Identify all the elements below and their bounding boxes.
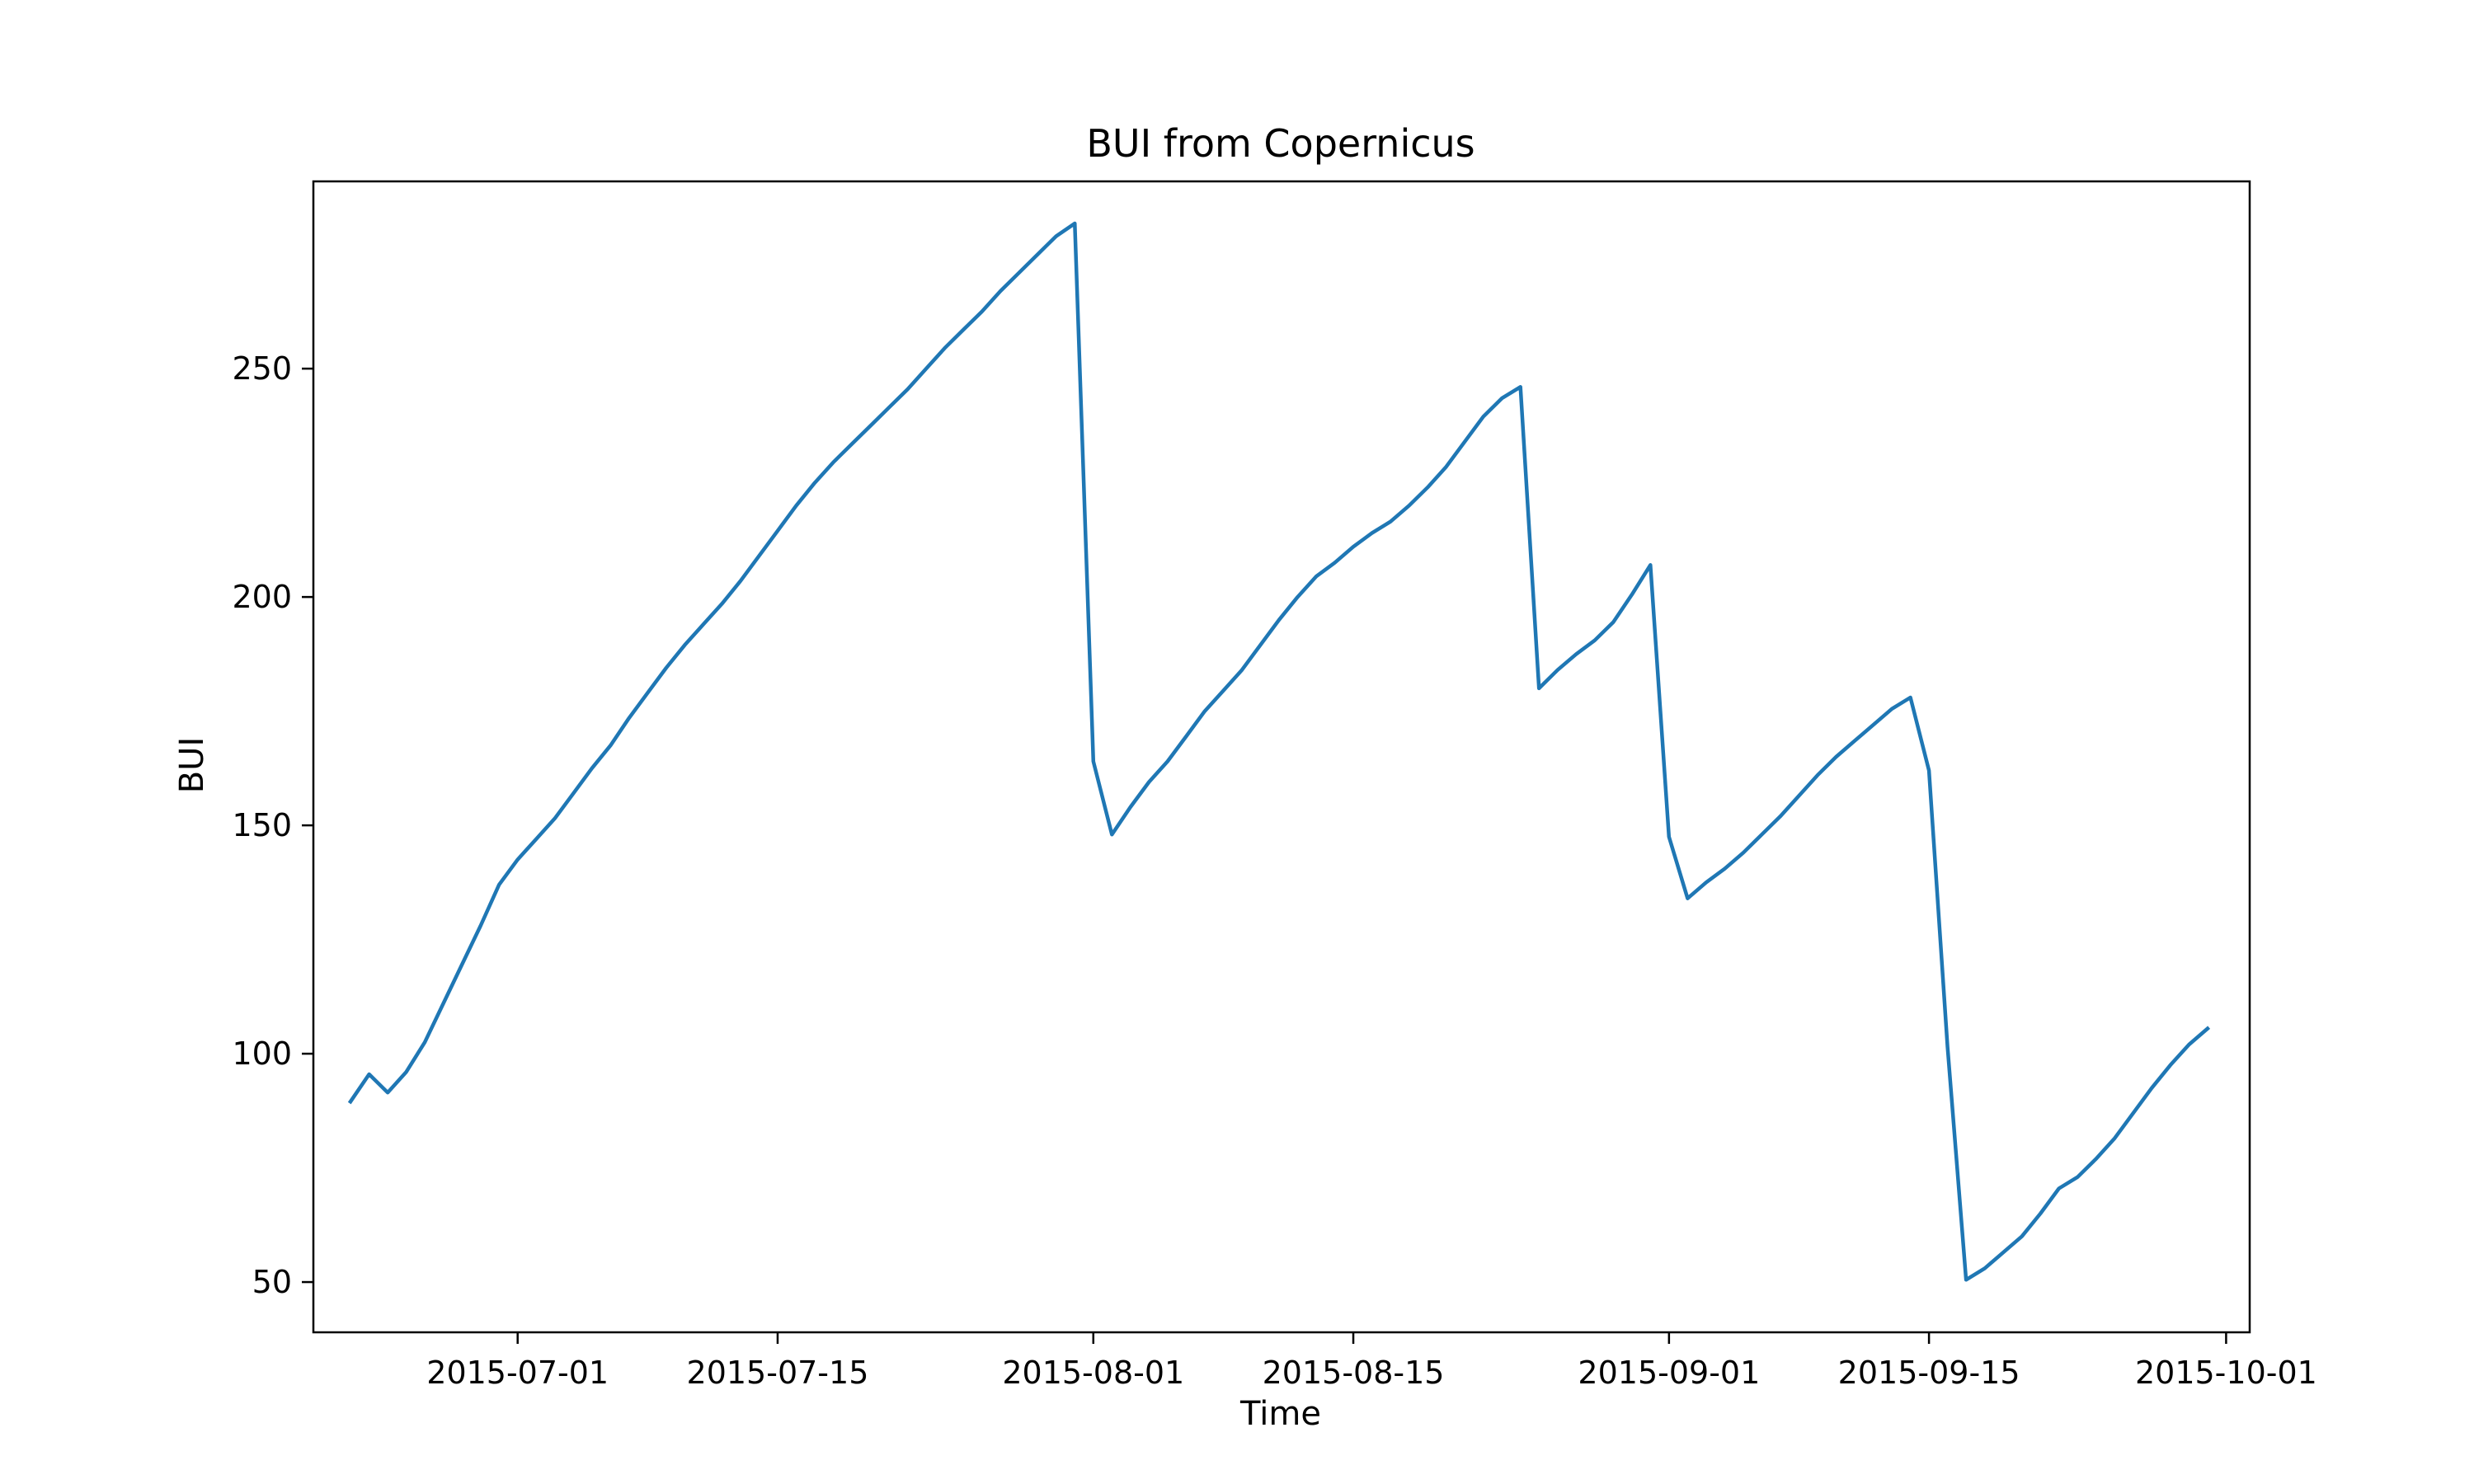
y-tick-label: 50 bbox=[252, 1264, 292, 1300]
y-tick-label: 100 bbox=[232, 1036, 292, 1072]
chart-title: BUI from Copernicus bbox=[1086, 121, 1475, 166]
y-tick-label: 150 bbox=[232, 807, 292, 843]
y-tick-label: 200 bbox=[232, 579, 292, 615]
x-tick-label: 2015-07-01 bbox=[426, 1355, 609, 1391]
x-tick-label: 2015-08-01 bbox=[1002, 1355, 1184, 1391]
x-axis-ticks: 2015-07-01 2015-07-15 2015-08-01 2015-08-15… bbox=[426, 1332, 2317, 1391]
x-tick-label: 2015-07-15 bbox=[687, 1355, 869, 1391]
x-tick-label: 2015-08-15 bbox=[1263, 1355, 1445, 1391]
x-tick-label: 2015-09-01 bbox=[1578, 1355, 1760, 1391]
plot-area-frame bbox=[312, 180, 2251, 1334]
y-tick-label: 250 bbox=[232, 350, 292, 387]
series-line bbox=[347, 221, 2211, 1282]
y-axis-ticks: 50 100 150 200 250 bbox=[232, 350, 313, 1300]
x-tick-label: 2015-10-01 bbox=[2135, 1355, 2317, 1391]
y-axis-label: BUI bbox=[173, 737, 211, 794]
x-tick-label: 2015-09-15 bbox=[1838, 1355, 2020, 1391]
series-line-group bbox=[347, 221, 2211, 1282]
x-axis-label: Time bbox=[1239, 1395, 1321, 1433]
